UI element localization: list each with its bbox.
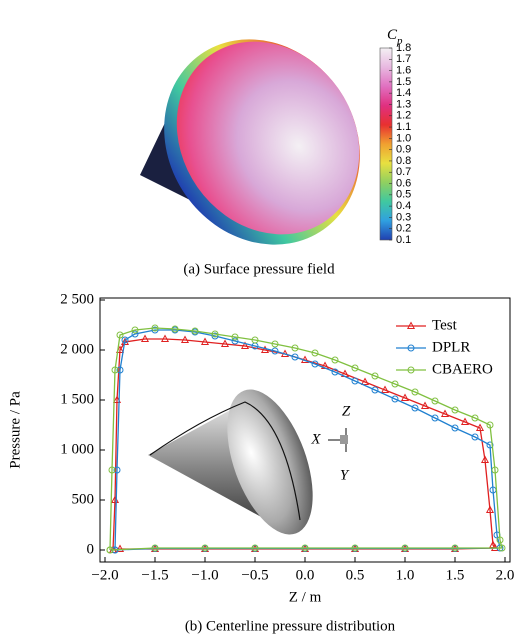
colorbar-tick-label: 0.8: [396, 155, 411, 167]
caption: (a) Surface pressure field: [183, 261, 335, 277]
colorbar-tick-label: 0.5: [396, 189, 411, 201]
colorbar-tick-label: 1.4: [396, 87, 411, 99]
y-tick-label: 1 500: [60, 391, 94, 407]
colorbar: [380, 48, 392, 240]
x-tick-label: −1.0: [191, 567, 218, 583]
colorbar-tick-label: 1.7: [396, 53, 411, 65]
colorbar-title: Cp: [387, 27, 403, 46]
x-tick-label: 0.5: [346, 567, 365, 583]
y-tick-label: 500: [72, 491, 95, 507]
colorbar-tick-label: 0.2: [396, 223, 411, 235]
x-tick-label: 1.0: [396, 567, 415, 583]
axis-annotation: X: [310, 431, 321, 447]
legend-label: CBAERO: [432, 361, 493, 377]
y-tick-label: 0: [87, 541, 95, 557]
x-axis-label: Z / m: [289, 589, 322, 605]
x-tick-label: 2.0: [496, 567, 515, 583]
x-tick-label: −0.5: [241, 567, 268, 583]
surface-render: [124, 1, 399, 283]
colorbar-tick-label: 0.7: [396, 166, 411, 178]
caption: (b) Centerline pressure distribution: [185, 618, 396, 634]
colorbar-tick-label: 0.4: [396, 200, 411, 212]
colorbar-tick-label: 0.9: [396, 144, 411, 156]
axis-annotation: Z: [342, 403, 351, 419]
x-tick-label: 1.5: [446, 567, 465, 583]
colorbar-tick-label: 1.3: [396, 98, 411, 110]
axis-annotation: Y: [340, 467, 350, 483]
y-tick-label: 2 000: [60, 341, 94, 357]
y-axis-label: Pressure / Pa: [7, 391, 23, 469]
x-tick-label: −2.0: [91, 567, 118, 583]
legend-label: Test: [432, 317, 458, 333]
colorbar-tick-label: 0.1: [396, 234, 411, 246]
inset-render: [148, 378, 348, 545]
colorbar-tick-label: 1.1: [396, 121, 411, 133]
figure: 0.10.20.30.40.50.60.70.80.91.01.11.21.31…: [0, 0, 518, 640]
colorbar-title-sub: p: [396, 35, 403, 47]
x-tick-label: 0.0: [296, 567, 315, 583]
x-tick-label: −1.5: [141, 567, 168, 583]
y-tick-label: 2 500: [60, 291, 94, 307]
colorbar-tick-label: 1.6: [396, 64, 411, 76]
legend-label: DPLR: [432, 339, 470, 355]
colorbar-tick-label: 1.2: [396, 110, 411, 122]
colorbar-tick-label: 0.6: [396, 177, 411, 189]
y-tick-label: 1 000: [60, 441, 94, 457]
colorbar-tick-label: 1.5: [396, 76, 411, 88]
colorbar-tick-label: 0.3: [396, 211, 411, 223]
colorbar-tick-label: 1.0: [396, 132, 411, 144]
